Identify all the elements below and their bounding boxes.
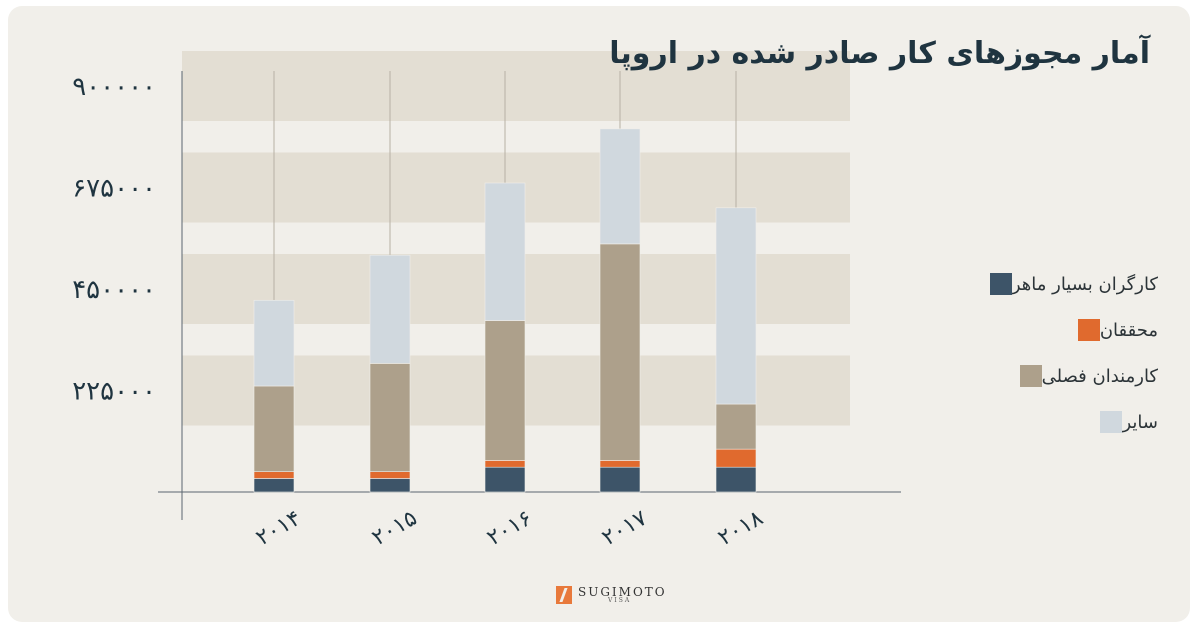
bar-segment [369, 254, 411, 364]
legend-item: سایر [908, 399, 1158, 445]
x-tick-label: ۲۰۱۶ [483, 506, 536, 551]
bar-segment [253, 471, 295, 479]
legend-label: محققان [1099, 319, 1158, 341]
bar-segment [599, 460, 641, 468]
bar-segment [715, 207, 757, 405]
bar-segment [715, 403, 757, 450]
bar-segment [253, 478, 295, 493]
x-tick-label: ۲۰۱۷ [598, 506, 652, 551]
bar-segment [599, 128, 641, 245]
legend-label: کارگران بسیار ماهر [1011, 273, 1158, 295]
bar-segment [599, 466, 641, 493]
brand-name: SUGIMOTO [578, 585, 667, 599]
grid-band [182, 51, 850, 121]
legend: کارگران بسیار ماهر محققان کارمندان فصلی سای… [908, 261, 1158, 445]
bar-segment [253, 299, 295, 387]
bar-segment [484, 320, 526, 461]
legend-swatch [1077, 319, 1100, 341]
bar-segment [715, 466, 757, 493]
x-tick-label: ۲۰۱۵ [368, 506, 421, 551]
legend-label: سایر [1122, 411, 1158, 433]
chart-title: آمار مجوزهای کار صادر شده در اروپا [609, 36, 1150, 71]
legend-swatch [1019, 365, 1042, 387]
bar-segment [369, 363, 411, 472]
y-tick-label: ۶۷۵۰۰۰ [72, 174, 156, 204]
bar-segment [715, 448, 757, 468]
y-tick-label: ۹۰۰۰۰۰ [72, 72, 156, 102]
bar-segment [484, 182, 526, 321]
bar-segment [599, 243, 641, 461]
legend-item: کارمندان فصلی [908, 353, 1158, 399]
brand-logo: SUGIMOTO VISA [556, 586, 667, 604]
x-tick-label: ۲۰۱۸ [714, 506, 768, 551]
legend-item: محققان [908, 307, 1158, 353]
bar-segment [253, 385, 295, 473]
legend-label: کارمندان فصلی [1041, 365, 1158, 387]
chart: ۲۲۵۰۰۰ ۴۵۰۰۰۰ ۶۷۵۰۰۰ ۹۰۰۰۰۰ ۲۰۱۴ ۲۰۱۵ ۲۰۱۶ ۲۰۱۷… [72, 51, 901, 551]
bar-segment [369, 471, 411, 479]
brand-icon [556, 586, 572, 604]
legend-item: کارگران بسیار ماهر [908, 261, 1158, 307]
legend-swatch [989, 273, 1012, 295]
y-tick-label: ۲۲۵۰۰۰ [72, 377, 156, 407]
y-tick-label: ۴۵۰۰۰۰ [72, 275, 156, 305]
brand-sub: VISA [608, 597, 632, 604]
chart-card: ۲۲۵۰۰۰ ۴۵۰۰۰۰ ۶۷۵۰۰۰ ۹۰۰۰۰۰ ۲۰۱۴ ۲۰۱۵ ۲۰۱۶ ۲۰۱۷… [8, 6, 1190, 622]
bar-segment [484, 466, 526, 493]
bar-segment [484, 460, 526, 468]
x-tick-label: ۲۰۱۴ [252, 506, 305, 551]
bar-segment [369, 478, 411, 493]
legend-swatch [1100, 411, 1123, 433]
